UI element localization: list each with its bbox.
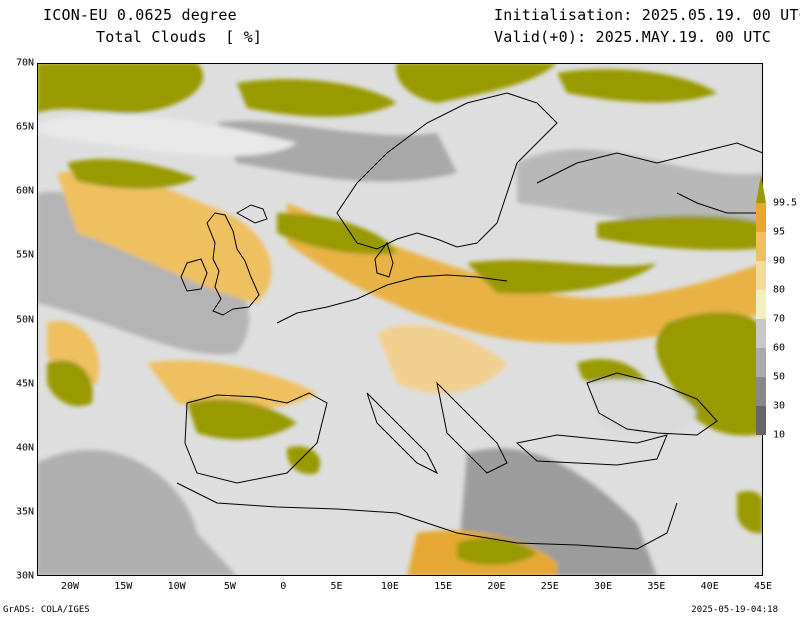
cloud-fields	[37, 63, 763, 576]
lon-label: 30E	[594, 581, 613, 592]
colorbar-label: 95	[773, 226, 786, 238]
lat-label: 45N	[15, 378, 34, 390]
colorbar-segment	[756, 232, 766, 261]
colorbar-label: 99.5	[773, 197, 798, 209]
colorbar-label: 70	[773, 313, 786, 325]
lat-label: 40N	[15, 442, 34, 454]
cloud-cover-map	[37, 63, 763, 576]
colorbar-label: 90	[773, 255, 786, 267]
lon-label: 20W	[60, 581, 80, 592]
lon-label: 40E	[700, 581, 719, 592]
valid-time: Valid(+0): 2025.MAY.19. 00 UTC	[494, 28, 771, 46]
coastlines	[176, 92, 763, 550]
lon-label: 0	[280, 581, 287, 592]
lon-label: 25E	[540, 581, 559, 592]
lat-label: 35N	[15, 506, 34, 518]
lon-label: 45E	[753, 581, 773, 592]
lon-label: 5W	[223, 581, 236, 592]
colorbar-segment	[756, 203, 766, 232]
colorbar-legend	[756, 175, 766, 435]
colorbar-label: 50	[773, 371, 786, 383]
colorbar-label: 60	[773, 342, 786, 354]
lat-label: 30N	[15, 570, 34, 582]
map-canvas	[37, 63, 763, 576]
colorbar-label: 10	[773, 429, 786, 441]
colorbar-segment	[756, 290, 766, 319]
map-title: ICON-EU 0.0625 degree	[43, 6, 237, 24]
variable-label: Total Clouds [ %]	[96, 28, 263, 46]
lon-label: 5E	[330, 581, 343, 592]
colorbar-label: 30	[773, 400, 786, 412]
colorbar-segment	[756, 406, 766, 435]
map-frame	[37, 63, 763, 576]
colorbar-cap	[756, 175, 766, 203]
colorbar-label: 80	[773, 284, 786, 296]
lat-label: 50N	[15, 314, 34, 325]
initialisation-time: Initialisation: 2025.05.19. 00 UTC	[494, 6, 800, 24]
lat-label: 65N	[15, 121, 34, 133]
colorbar-segment	[756, 319, 766, 348]
lat-label: 55N	[15, 249, 34, 261]
lon-label: 10E	[380, 581, 399, 592]
lat-label: 70N	[15, 57, 34, 69]
lon-label: 20E	[487, 581, 506, 592]
lon-label: 15E	[434, 581, 453, 592]
colorbar-segment	[756, 261, 766, 290]
software-credit: GrADS: COLA/IGES	[3, 605, 90, 615]
lon-label: 35E	[647, 581, 666, 592]
lon-label: 15W	[114, 581, 133, 592]
lat-label: 60N	[15, 185, 34, 197]
colorbar-segment	[756, 348, 766, 377]
render-timestamp: 2025-05-19-04:18	[691, 605, 778, 615]
lon-label: 10W	[167, 581, 186, 592]
colorbar-segment	[756, 377, 766, 406]
